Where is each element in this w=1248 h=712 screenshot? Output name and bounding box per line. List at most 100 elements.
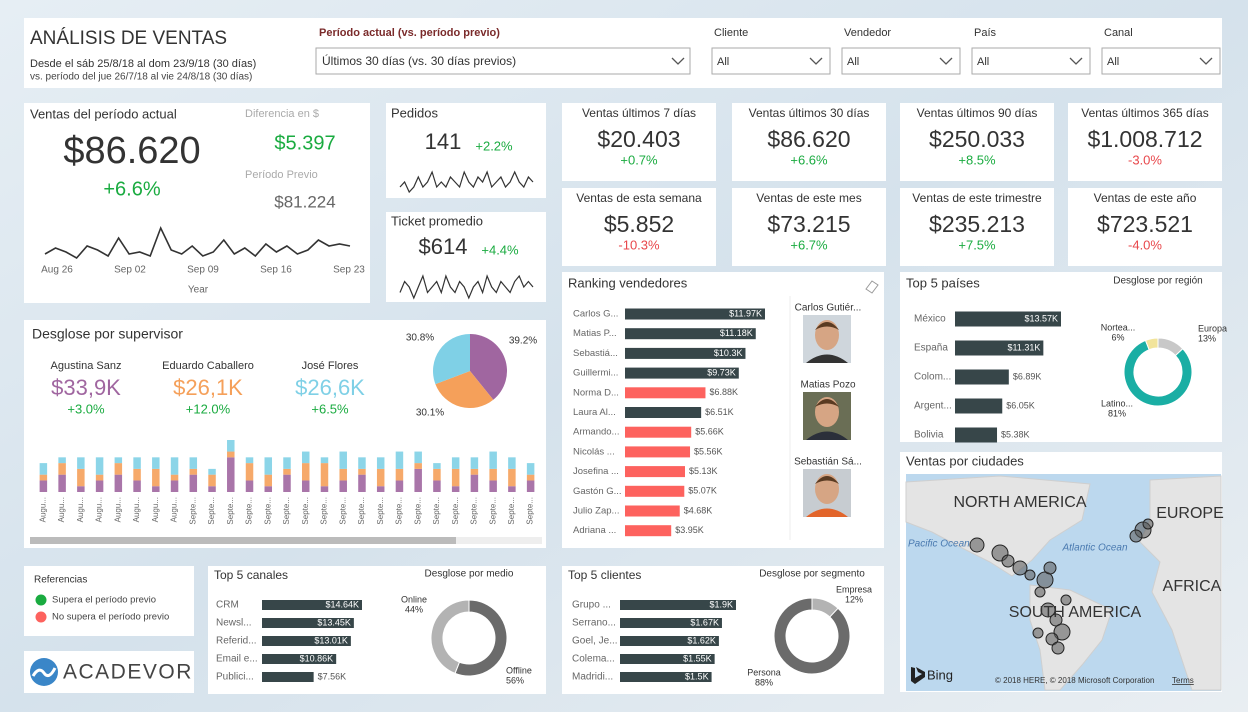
x-tick-label: Septe... bbox=[413, 497, 422, 525]
period-label: Período actual (vs. período previo) bbox=[319, 27, 500, 39]
ribbon-segment bbox=[489, 451, 497, 469]
chevron bbox=[939, 57, 953, 65]
dropdown[interactable] bbox=[841, 47, 961, 75]
dropdown-value: Últimos 30 días (vs. 30 días previos) bbox=[322, 53, 516, 68]
card-value: $235.213 bbox=[929, 211, 1025, 237]
ribbon-segment bbox=[433, 468, 441, 481]
donut-segment bbox=[773, 597, 851, 675]
supervisor-name: Agustina Sanz bbox=[51, 360, 122, 372]
supervisor-value: $26,6K bbox=[295, 375, 365, 400]
bar-label: $5.66K bbox=[695, 427, 724, 437]
bar-name: CRM bbox=[216, 600, 239, 611]
card-value: $20.403 bbox=[597, 126, 680, 152]
ribbon-segment bbox=[133, 457, 141, 469]
bar bbox=[625, 328, 756, 340]
filter-label: Canal bbox=[1104, 27, 1133, 39]
dropdown[interactable] bbox=[315, 47, 691, 75]
card-value: $723.521 bbox=[1097, 211, 1193, 237]
ribbon-segment bbox=[95, 474, 104, 481]
donut-label: Persona bbox=[747, 667, 781, 677]
change: +6.7% bbox=[790, 237, 828, 252]
bar-name: Email e... bbox=[216, 654, 258, 665]
supervisor-name: José Flores bbox=[302, 360, 359, 372]
ribbon-segment bbox=[376, 486, 385, 492]
card-value: $1.008.712 bbox=[1087, 126, 1202, 152]
chevron bbox=[671, 57, 685, 65]
map-label: EUROPE bbox=[1156, 505, 1224, 522]
ribbon-segment bbox=[283, 468, 291, 475]
ribbon-segment bbox=[39, 474, 48, 481]
panel bbox=[900, 103, 1054, 181]
ribbon-segment bbox=[358, 457, 366, 469]
sparkline bbox=[399, 170, 534, 194]
bar-name: Goel, Je... bbox=[572, 636, 618, 647]
x-tick-label: Septe... bbox=[376, 497, 385, 525]
map-bubble bbox=[1040, 602, 1056, 618]
bar bbox=[625, 387, 706, 399]
dropdown[interactable] bbox=[971, 47, 1091, 75]
panel bbox=[24, 103, 370, 303]
logo-text: ACADEVOR bbox=[63, 661, 193, 684]
ribbon-segment bbox=[189, 468, 198, 475]
ribbon-segment bbox=[58, 474, 66, 492]
x-tick-label: Septe... bbox=[188, 497, 197, 525]
filter-value: All bbox=[977, 56, 989, 68]
dropdown[interactable] bbox=[1101, 47, 1221, 75]
legend-dot bbox=[35, 594, 47, 606]
donut-percent: 88% bbox=[755, 677, 773, 687]
ribbon-segment bbox=[320, 457, 329, 464]
change: +4.4% bbox=[481, 242, 519, 257]
bar-label: $9.73K bbox=[707, 367, 736, 377]
map-bubble bbox=[1034, 586, 1046, 598]
x-tick-label: Septe... bbox=[357, 497, 366, 525]
bar-label: $6.51K bbox=[705, 407, 734, 417]
card-title: Ventas últimos 7 días bbox=[582, 106, 696, 120]
ribbon-segment bbox=[376, 457, 385, 469]
map-bubble bbox=[1012, 560, 1028, 576]
kpi-title: Ticket promedio bbox=[391, 213, 483, 228]
chevron bbox=[1069, 57, 1083, 65]
ribbon-segment bbox=[301, 463, 310, 481]
x-tick-label: Septe... bbox=[432, 497, 441, 525]
map-bubble bbox=[1001, 554, 1015, 568]
ribbon-segment bbox=[189, 457, 198, 469]
map-bubble bbox=[1060, 594, 1072, 606]
change: +12.0% bbox=[186, 401, 231, 416]
photo-face bbox=[815, 474, 839, 504]
x-tick-label: Septe... bbox=[526, 497, 535, 525]
eraser-icon[interactable] bbox=[865, 280, 879, 294]
photo-hair bbox=[815, 399, 839, 407]
ribbon-segment bbox=[245, 480, 254, 492]
ribbon-segment bbox=[395, 451, 404, 469]
scroll-thumb[interactable] bbox=[30, 537, 456, 544]
bar-name: Julio Zap... bbox=[573, 506, 619, 517]
prev-label: Período Previo bbox=[245, 169, 318, 181]
legend-title: Referencias bbox=[34, 575, 87, 586]
kpi-title: Ventas del período actual bbox=[30, 106, 177, 121]
bar-name: Sebastiá... bbox=[573, 348, 618, 359]
bar-name: Norma D... bbox=[573, 387, 619, 398]
map-bubble bbox=[1045, 632, 1059, 646]
chevron bbox=[1199, 57, 1213, 65]
bar bbox=[625, 446, 691, 458]
x-tick-label: Septe... bbox=[282, 497, 291, 525]
dropdown[interactable] bbox=[711, 47, 831, 75]
pie-label: 30.1% bbox=[416, 408, 444, 419]
panel bbox=[562, 188, 716, 266]
card-value: $86.620 bbox=[767, 126, 850, 152]
ribbon-segment bbox=[152, 468, 160, 487]
ribbon-segment bbox=[208, 486, 216, 492]
x-tick-label: Septe... bbox=[507, 497, 516, 525]
donut-percent: 13% bbox=[1198, 333, 1216, 343]
panel bbox=[1068, 103, 1222, 181]
diff-label: Diferencia en $ bbox=[245, 108, 319, 120]
x-tick-label: Septe... bbox=[488, 497, 497, 525]
bar bbox=[625, 367, 739, 379]
x-tick-label: Sep 02 bbox=[114, 265, 146, 276]
bar bbox=[262, 672, 314, 682]
donut-label: Nortea... bbox=[1101, 322, 1136, 332]
bar-name: Laura Al... bbox=[573, 407, 616, 418]
ribbon-segment bbox=[433, 463, 441, 469]
ribbon-segment bbox=[339, 468, 347, 481]
ribbon-segment bbox=[114, 457, 123, 464]
